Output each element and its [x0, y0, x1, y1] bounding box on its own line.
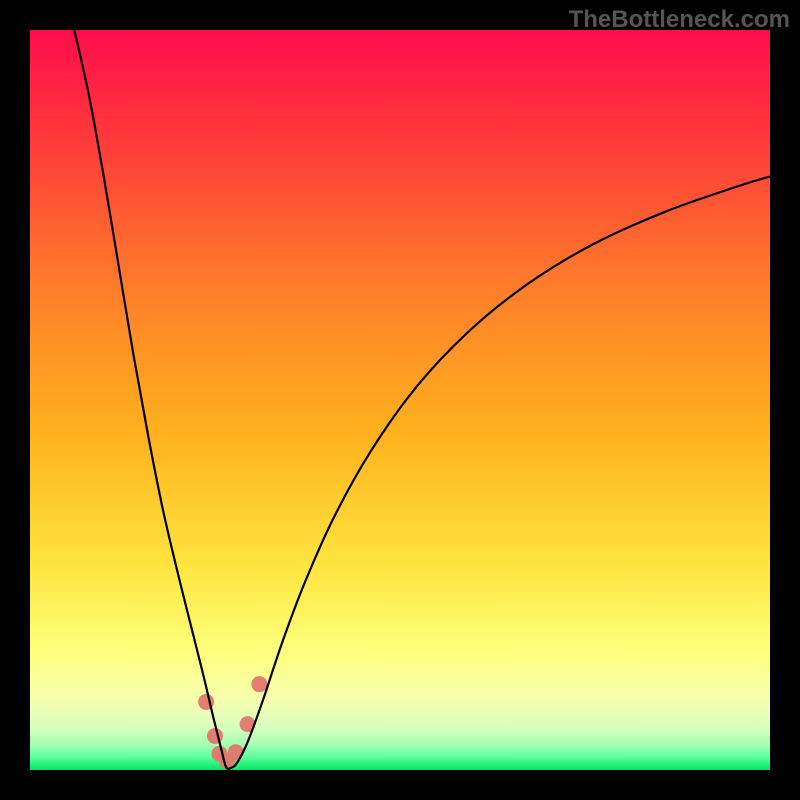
marker-dot	[207, 728, 223, 744]
chart-wrapper: TheBottleneck.com	[0, 0, 800, 800]
bottleneck-curve-svg	[30, 30, 770, 770]
plot-area	[30, 30, 770, 770]
markers-group	[198, 676, 267, 769]
bottleneck-curve-path	[74, 30, 770, 769]
marker-dot	[251, 676, 267, 692]
marker-dot	[228, 744, 244, 760]
watermark-text: TheBottleneck.com	[569, 6, 790, 34]
